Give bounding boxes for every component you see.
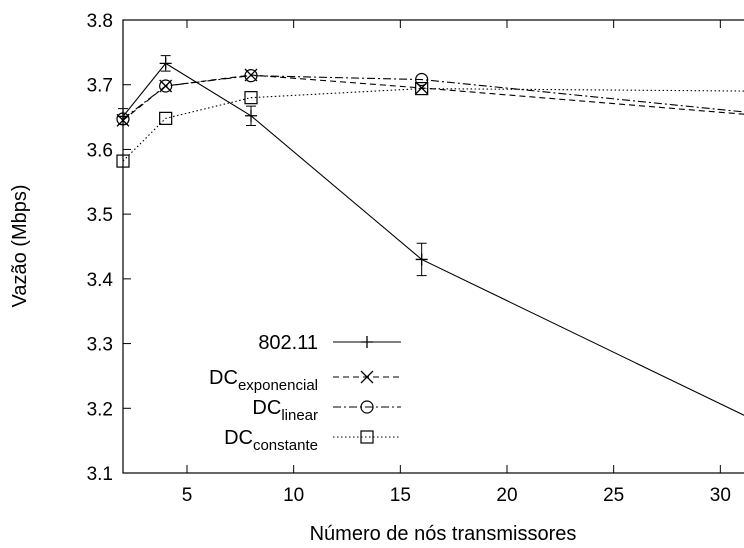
- legend-marker: [361, 336, 373, 348]
- legend-entry: 802.11: [258, 332, 401, 354]
- data-point: [415, 253, 428, 266]
- series-802.11: [117, 55, 744, 416]
- y-axis: 3.1 3.2 3.3 3.4 3.5 3.6 3.7 3.8: [87, 11, 131, 485]
- y-axis-title: Vazão (Mbps): [9, 184, 31, 307]
- x-tick-label: 30: [710, 485, 731, 506]
- legend-marker: [360, 400, 374, 414]
- x-axis-title: Número de nós transmissores: [310, 523, 577, 545]
- data-point: [116, 154, 130, 168]
- x-tick-label: 20: [496, 485, 517, 506]
- legend-marker: [360, 370, 374, 384]
- legend-label-main: DC: [209, 367, 238, 389]
- y-tick-label: 3.1: [87, 464, 113, 485]
- x-axis: 5 10 15 20 25 30: [182, 20, 731, 506]
- legend-label-sub: constante: [253, 437, 318, 454]
- series-line: [122, 75, 744, 120]
- series-DCexponencial: [116, 68, 744, 127]
- y-tick-label: 3.7: [87, 76, 113, 97]
- legend-label: DCexponencial: [209, 367, 318, 394]
- y-tick-label: 3.3: [87, 335, 113, 356]
- legend-entry: DCconstante: [224, 427, 401, 454]
- legend-marker: [360, 430, 374, 444]
- series-layer: [116, 55, 744, 416]
- data-point: [415, 81, 429, 96]
- y-tick-label: 3.4: [87, 270, 114, 291]
- series-DCconstante: [116, 81, 744, 168]
- legend-label: DCconstante: [224, 427, 318, 454]
- legend-label: 802.11: [258, 332, 318, 354]
- legend-label: DClinear: [252, 397, 318, 424]
- y-tick-label: 3.2: [87, 399, 113, 420]
- data-point: [245, 109, 257, 122]
- series-DClinear: [116, 69, 744, 126]
- series-line: [122, 74, 744, 121]
- legend-label-main: DC: [224, 427, 253, 449]
- series-line: [122, 88, 744, 162]
- x-tick-label: 10: [283, 485, 304, 506]
- data-point: [116, 112, 130, 126]
- y-tick-label: 3.8: [87, 11, 113, 32]
- y-tick-label: 3.5: [87, 205, 113, 226]
- x-tick-label: 5: [182, 485, 193, 506]
- x-tick-label: 15: [390, 485, 411, 506]
- data-point: [244, 69, 258, 83]
- legend-label-sub: linear: [281, 407, 318, 424]
- plot-frame: [122, 19, 744, 474]
- y-tick-label: 3.6: [87, 140, 113, 161]
- legend-label-main: 802.11: [258, 332, 318, 354]
- legend-entry: DCexponencial: [209, 367, 401, 394]
- x-tick-label: 25: [603, 485, 624, 506]
- legend-label-sub: exponencial: [238, 377, 318, 394]
- data-point: [159, 79, 173, 93]
- legend-label-main: DC: [252, 397, 281, 419]
- data-point: [415, 72, 429, 87]
- data-point: [244, 91, 258, 105]
- data-point: [159, 111, 173, 125]
- legend-entry: DClinear: [252, 397, 401, 424]
- data-point: [159, 57, 172, 70]
